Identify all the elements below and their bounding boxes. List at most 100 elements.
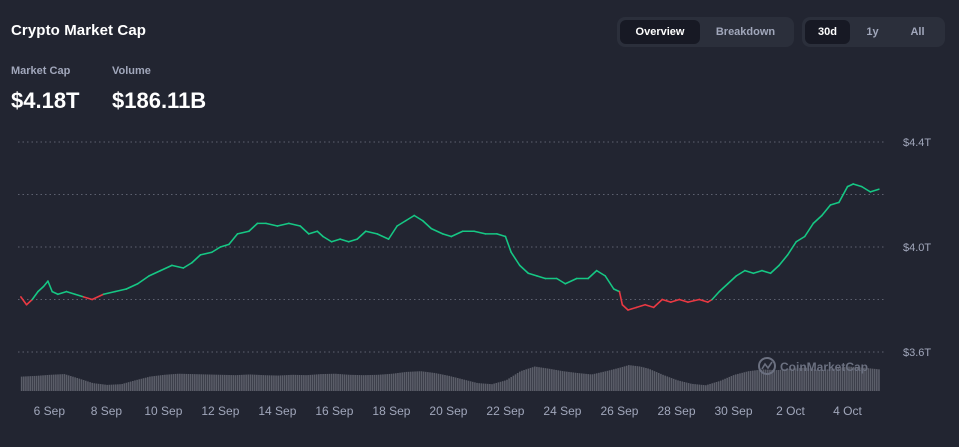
- volume-bar: [405, 371, 408, 391]
- price-line-segment: [364, 230, 378, 235]
- volume-bar: [215, 374, 218, 391]
- volume-bar: [700, 384, 703, 391]
- volume-bar: [397, 373, 399, 391]
- x-axis-ticks: 6 Sep 8 Sep 10 Sep 12 Sep 14 Sep 16 Sep 18 Sep…: [34, 404, 863, 418]
- volume-bar: [623, 366, 626, 391]
- volume-bar: [690, 383, 692, 391]
- price-line-segment: [795, 235, 806, 243]
- volume-bar: [123, 383, 126, 391]
- range-1y-button[interactable]: 1y: [850, 20, 895, 44]
- volume-bar: [50, 374, 53, 391]
- volume-bar: [360, 375, 363, 391]
- x-tick-label: 10 Sep: [144, 404, 182, 418]
- volume-bar: [208, 374, 211, 391]
- price-line-segment: [829, 201, 840, 206]
- volume-bar: [822, 369, 825, 391]
- x-tick-label: 6 Sep: [34, 404, 66, 418]
- volume-bar: [40, 375, 42, 391]
- x-tick-label: 20 Sep: [429, 404, 467, 418]
- volume-bar: [296, 374, 299, 391]
- volume-bar: [121, 383, 123, 391]
- price-line-segment: [20, 296, 28, 306]
- volume-bar: [87, 381, 89, 391]
- page-title: Crypto Market Cap: [11, 22, 147, 39]
- volume-bar: [326, 373, 329, 391]
- volume-bar: [48, 374, 51, 391]
- volume-bar: [692, 383, 694, 391]
- volume-bar: [681, 381, 684, 391]
- range-all-button[interactable]: All: [895, 20, 940, 44]
- volume-bar: [57, 374, 59, 391]
- volume-bar: [403, 372, 406, 391]
- price-line-segment: [136, 275, 150, 285]
- price-line-segment: [761, 269, 772, 275]
- volume-bar: [760, 369, 763, 391]
- volume-bar: [226, 374, 228, 391]
- volume-bar: [352, 374, 354, 391]
- volume-bar: [429, 372, 431, 391]
- volume-bar: [245, 374, 247, 391]
- range-30d-button[interactable]: 30d: [805, 20, 850, 44]
- volume-bar: [424, 371, 427, 391]
- price-line-segment: [652, 298, 664, 309]
- volume-bar: [816, 369, 818, 391]
- price-line-segment: [527, 272, 538, 277]
- volume-bar: [127, 382, 130, 391]
- volume-bar: [149, 376, 151, 391]
- volume-bar: [741, 372, 743, 391]
- volume-bar: [377, 374, 380, 391]
- volume-bar: [416, 371, 418, 391]
- volume-bar: [572, 372, 575, 391]
- price-line-segment: [430, 227, 444, 235]
- price-line-segment: [288, 222, 302, 227]
- price-line-segment: [869, 188, 880, 193]
- volume-bar: [61, 374, 64, 391]
- volume-bar: [52, 374, 55, 391]
- volume-bar: [219, 374, 222, 391]
- volume-bar: [811, 368, 814, 391]
- volume-bar: [463, 379, 466, 391]
- volume-bar: [273, 375, 275, 391]
- volume-bar: [726, 377, 728, 391]
- volume-bar: [664, 375, 666, 391]
- volume-bar: [63, 374, 66, 391]
- volume-bar: [773, 369, 776, 391]
- tab-breakdown[interactable]: Breakdown: [700, 20, 791, 44]
- volume-bar: [384, 374, 386, 391]
- volume-bar: [102, 384, 104, 391]
- volume-bar: [146, 377, 149, 391]
- volume-bar: [89, 382, 91, 391]
- price-line-segment: [707, 298, 713, 303]
- volume-bar: [504, 380, 506, 391]
- range-toggle: 30d 1y All: [802, 17, 945, 47]
- volume-bar: [168, 374, 170, 391]
- volume-bar: [831, 368, 833, 391]
- volume-bar: [660, 373, 662, 391]
- volume-bar: [850, 366, 852, 391]
- volume-bar: [642, 367, 645, 391]
- volume-bar: [260, 375, 262, 391]
- volume-bar: [136, 379, 138, 391]
- volume-bar: [134, 380, 136, 391]
- y-tick-label: $3.6T: [903, 347, 931, 359]
- volume-bar: [42, 375, 44, 391]
- volume-bar: [456, 378, 459, 391]
- tab-overview[interactable]: Overview: [620, 20, 700, 44]
- volume-bar: [551, 369, 553, 391]
- volume-bar: [166, 374, 168, 391]
- volume-bar: [848, 366, 850, 391]
- volume-bar: [734, 374, 737, 391]
- volume-bar: [553, 369, 555, 391]
- price-line-segment: [860, 185, 872, 193]
- volume-bar: [696, 384, 699, 391]
- price-line-segment: [42, 280, 49, 288]
- volume-bar: [409, 371, 412, 391]
- volume-bar: [497, 382, 500, 391]
- volume-bar: [431, 372, 433, 391]
- volume-bar: [249, 374, 252, 391]
- volume-bar: [268, 375, 271, 391]
- volume-bar: [311, 374, 314, 391]
- volume-bar: [82, 380, 85, 391]
- volume-bar: [444, 375, 446, 391]
- price-line-segment: [114, 288, 128, 293]
